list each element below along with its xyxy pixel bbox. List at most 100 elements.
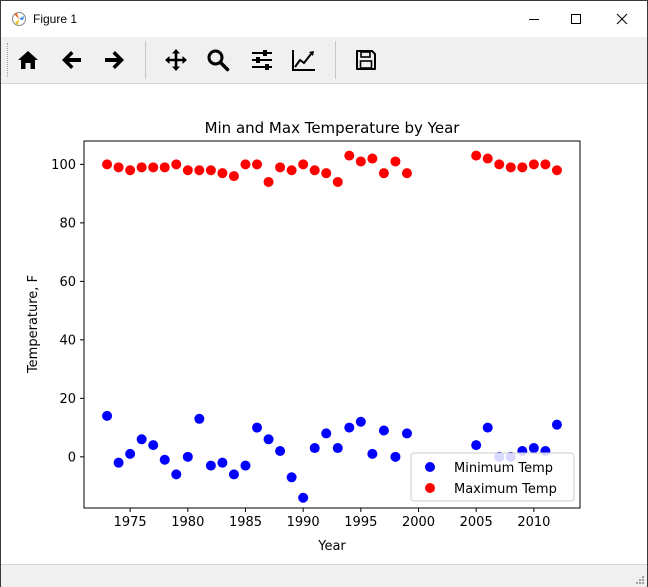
data-point-maximum-temp <box>286 165 297 176</box>
pan-button[interactable] <box>159 43 193 77</box>
data-point-maximum-temp <box>194 165 205 176</box>
data-point-maximum-temp <box>390 156 401 167</box>
zoom-icon <box>207 49 230 72</box>
close-icon <box>616 13 628 25</box>
y-axis-label: Temperature, F <box>26 275 41 374</box>
home-button[interactable] <box>11 43 45 77</box>
data-point-minimum-temp <box>378 425 389 436</box>
minimize-button[interactable] <box>511 1 557 37</box>
pan-icon <box>165 49 187 71</box>
data-point-maximum-temp <box>171 159 182 170</box>
data-point-maximum-temp <box>205 165 216 176</box>
y-tick-label: 20 <box>59 392 76 407</box>
legend: Minimum Temp Maximum Temp <box>410 452 575 502</box>
x-tick-label: 2005 <box>460 515 493 530</box>
maximize-icon <box>571 14 581 24</box>
data-point-minimum-temp <box>171 469 182 480</box>
edit-curves-icon <box>292 50 315 71</box>
data-point-maximum-temp <box>136 162 147 173</box>
data-point-minimum-temp <box>275 445 286 456</box>
save-button[interactable] <box>349 43 383 77</box>
data-point-maximum-temp <box>482 153 493 164</box>
x-axis-label: Year <box>317 539 346 554</box>
back-icon <box>62 51 81 69</box>
data-point-minimum-temp <box>159 454 170 465</box>
data-point-maximum-temp <box>401 168 412 179</box>
data-point-minimum-temp <box>228 469 239 480</box>
toolbar-grip[interactable] <box>7 43 10 77</box>
data-points <box>102 150 562 503</box>
data-point-minimum-temp <box>240 460 251 471</box>
legend-box <box>410 452 575 502</box>
close-button[interactable] <box>599 1 645 37</box>
data-point-minimum-temp <box>136 434 147 445</box>
data-point-minimum-temp <box>252 422 263 433</box>
data-point-maximum-temp <box>217 168 228 179</box>
y-tick-label: 80 <box>59 216 76 231</box>
data-point-maximum-temp <box>332 176 343 187</box>
navigation-toolbar <box>1 37 647 84</box>
legend-label-maximum-temp: Maximum Temp <box>454 482 557 497</box>
data-point-maximum-temp <box>344 150 355 161</box>
forward-button[interactable] <box>97 43 131 77</box>
y-tick-label: 40 <box>59 333 76 348</box>
y-tick-label: 0 <box>68 450 76 465</box>
maximize-button[interactable] <box>553 1 599 37</box>
data-point-minimum-temp <box>321 428 332 439</box>
data-point-minimum-temp <box>286 472 297 483</box>
data-point-maximum-temp <box>113 162 124 173</box>
y-tick-label: 60 <box>59 275 76 290</box>
x-tick-label: 1980 <box>171 515 204 530</box>
configure-subplots-button[interactable] <box>245 43 279 77</box>
data-point-maximum-temp <box>148 162 159 173</box>
data-point-minimum-temp <box>148 440 159 451</box>
data-point-minimum-temp <box>551 419 562 430</box>
title-bar[interactable]: Figure 1 <box>1 1 647 37</box>
zoom-button[interactable] <box>201 43 235 77</box>
data-point-minimum-temp <box>125 448 136 459</box>
home-icon <box>18 51 38 69</box>
data-point-minimum-temp <box>113 457 124 468</box>
x-tick-label: 2000 <box>402 515 435 530</box>
chart-title: Min and Max Temperature by Year <box>205 119 461 137</box>
legend-label-minimum-temp: Minimum Temp <box>454 461 553 476</box>
data-point-maximum-temp <box>159 162 170 173</box>
data-point-maximum-temp <box>471 150 482 161</box>
data-point-minimum-temp <box>471 440 482 451</box>
toolbar-separator <box>145 41 146 79</box>
x-tick-label: 1995 <box>344 515 377 530</box>
data-point-maximum-temp <box>275 162 286 173</box>
data-point-maximum-temp <box>102 159 113 170</box>
edit-curves-button[interactable] <box>287 43 321 77</box>
figure-canvas[interactable]: Min and Max Temperature by Year 1975 1980… <box>3 84 645 563</box>
data-point-minimum-temp <box>298 492 309 503</box>
matplotlib-app-icon <box>11 11 27 27</box>
data-point-minimum-temp <box>355 416 366 427</box>
data-point-minimum-temp <box>194 413 205 424</box>
x-tick-label: 1990 <box>287 515 320 530</box>
scatter-plot: Min and Max Temperature by Year 1975 1980… <box>26 119 581 554</box>
data-point-maximum-temp <box>551 165 562 176</box>
data-point-maximum-temp <box>228 171 239 182</box>
data-point-minimum-temp <box>332 443 343 454</box>
data-point-minimum-temp <box>309 443 320 454</box>
data-point-maximum-temp <box>378 168 389 179</box>
data-point-minimum-temp <box>263 434 274 445</box>
data-point-minimum-temp <box>205 460 216 471</box>
data-point-minimum-temp <box>102 410 113 421</box>
data-point-minimum-temp <box>367 448 378 459</box>
data-point-maximum-temp <box>321 168 332 179</box>
data-point-maximum-temp <box>182 165 193 176</box>
configure-subplots-icon <box>252 50 272 70</box>
legend-marker-maximum-temp <box>425 483 435 493</box>
data-point-minimum-temp <box>401 428 412 439</box>
data-point-maximum-temp <box>125 165 136 176</box>
back-button[interactable] <box>55 43 89 77</box>
x-tick-label: 1975 <box>114 515 147 530</box>
data-point-maximum-temp <box>517 162 528 173</box>
data-point-maximum-temp <box>263 176 274 187</box>
window-title: Figure 1 <box>33 12 78 26</box>
resize-grip-icon[interactable] <box>635 575 645 585</box>
toolbar-separator <box>335 41 336 79</box>
